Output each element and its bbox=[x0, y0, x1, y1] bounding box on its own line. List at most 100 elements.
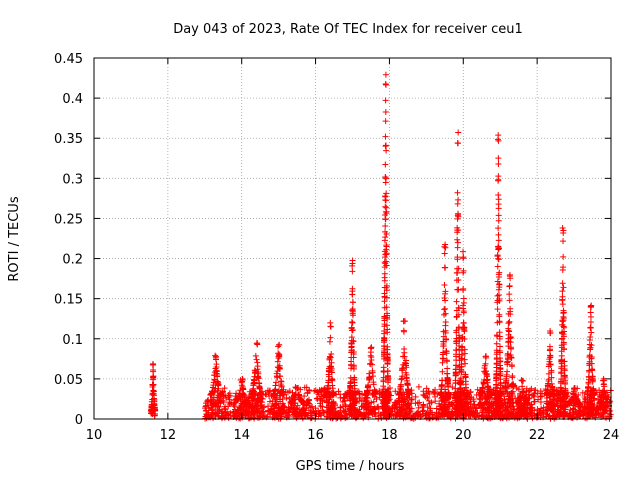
data-point bbox=[381, 327, 388, 334]
data-point bbox=[589, 410, 596, 417]
data-point bbox=[604, 410, 611, 417]
data-point bbox=[495, 231, 502, 238]
data-point bbox=[408, 396, 415, 403]
data-point bbox=[397, 413, 404, 420]
data-point bbox=[463, 391, 470, 398]
data-point bbox=[348, 354, 355, 361]
data-point bbox=[425, 411, 432, 418]
data-point bbox=[502, 402, 509, 409]
data-point bbox=[383, 262, 390, 269]
data-point bbox=[495, 245, 502, 252]
data-point bbox=[547, 397, 554, 404]
data-point bbox=[495, 274, 502, 281]
data-point bbox=[429, 414, 436, 421]
data-point bbox=[349, 307, 356, 314]
data-point bbox=[314, 395, 321, 402]
data-point bbox=[348, 409, 355, 416]
data-point bbox=[571, 385, 578, 392]
data-point bbox=[537, 399, 544, 406]
data-point bbox=[560, 397, 567, 404]
data-point bbox=[208, 399, 215, 406]
data-point bbox=[381, 270, 388, 277]
data-point bbox=[482, 353, 489, 360]
data-point bbox=[231, 399, 238, 406]
data-point bbox=[221, 385, 228, 392]
data-point bbox=[316, 387, 323, 394]
data-point bbox=[292, 408, 299, 415]
data-point bbox=[383, 250, 390, 257]
data-point bbox=[503, 384, 510, 391]
data-point bbox=[215, 379, 222, 386]
data-point bbox=[599, 389, 606, 396]
data-point bbox=[347, 388, 354, 395]
data-point bbox=[453, 329, 460, 336]
data-point bbox=[565, 413, 572, 420]
data-point bbox=[316, 410, 323, 417]
data-point bbox=[382, 71, 389, 78]
data-point bbox=[600, 409, 607, 416]
data-point bbox=[369, 361, 376, 368]
data-point bbox=[557, 409, 564, 416]
data-point bbox=[349, 268, 356, 275]
x-tick-label: 20 bbox=[455, 428, 472, 443]
data-point bbox=[457, 399, 464, 406]
data-point bbox=[212, 352, 219, 359]
data-point bbox=[452, 366, 459, 373]
data-point bbox=[458, 366, 465, 373]
data-point bbox=[381, 337, 388, 344]
data-point bbox=[273, 401, 280, 408]
data-point bbox=[382, 161, 389, 168]
data-point bbox=[392, 412, 399, 419]
data-point bbox=[445, 391, 452, 398]
data-point bbox=[404, 411, 411, 418]
data-point bbox=[587, 309, 594, 316]
data-point bbox=[590, 387, 597, 394]
data-point bbox=[442, 322, 449, 329]
data-point bbox=[150, 390, 157, 397]
data-point bbox=[383, 304, 390, 311]
data-point bbox=[569, 410, 576, 417]
data-point bbox=[561, 374, 568, 381]
data-point bbox=[479, 402, 486, 409]
data-point bbox=[460, 308, 467, 315]
data-point bbox=[543, 398, 550, 405]
data-point bbox=[380, 377, 387, 384]
data-point bbox=[274, 358, 281, 365]
data-point bbox=[586, 367, 593, 374]
data-point bbox=[587, 304, 594, 311]
data-point bbox=[495, 212, 502, 219]
data-point bbox=[249, 404, 256, 411]
data-point bbox=[262, 391, 269, 398]
data-point bbox=[455, 213, 462, 220]
data-point bbox=[544, 404, 551, 411]
data-point bbox=[520, 389, 527, 396]
data-point bbox=[342, 415, 349, 422]
data-point bbox=[399, 366, 406, 373]
data-point bbox=[528, 413, 535, 420]
data-point bbox=[380, 391, 387, 398]
data-point bbox=[529, 404, 536, 411]
data-point bbox=[381, 290, 388, 297]
data-point bbox=[445, 403, 452, 410]
data-point bbox=[561, 404, 568, 411]
data-point bbox=[392, 388, 399, 395]
data-point bbox=[400, 327, 407, 334]
data-point bbox=[454, 236, 461, 243]
data-point bbox=[442, 290, 449, 297]
data-point bbox=[265, 407, 272, 414]
data-point bbox=[582, 415, 589, 422]
data-point bbox=[239, 377, 246, 384]
data-point bbox=[348, 334, 355, 341]
data-point bbox=[399, 405, 406, 412]
data-point bbox=[586, 362, 593, 369]
data-point bbox=[460, 269, 467, 276]
y-axis-label: ROTI / TECUs bbox=[7, 196, 22, 281]
data-point bbox=[290, 396, 297, 403]
data-point bbox=[543, 410, 550, 417]
data-point bbox=[454, 244, 461, 251]
data-point bbox=[202, 405, 209, 412]
data-point bbox=[454, 189, 461, 196]
data-point bbox=[496, 281, 503, 288]
data-point bbox=[453, 314, 460, 321]
data-point bbox=[222, 406, 229, 413]
